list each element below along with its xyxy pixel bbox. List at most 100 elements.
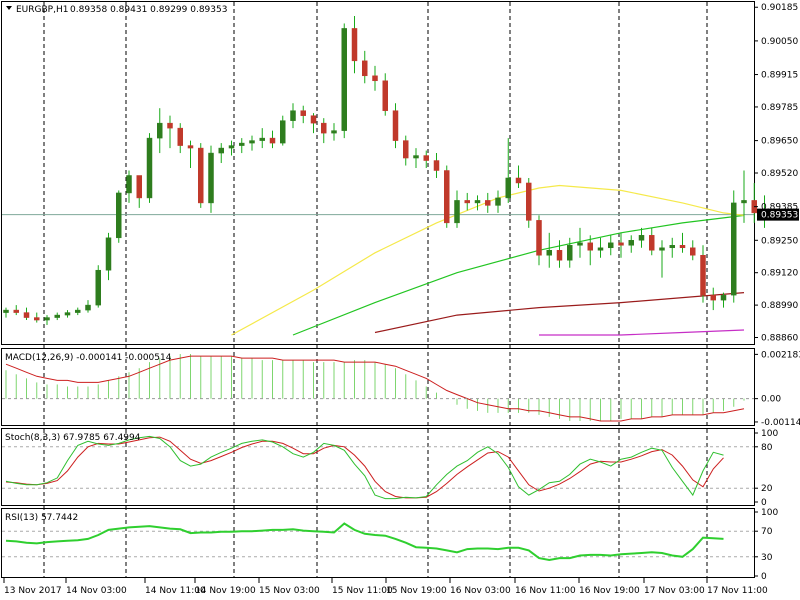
candle-up: [659, 247, 665, 251]
candle-up: [116, 192, 122, 239]
price-panel-frame: [1, 1, 755, 345]
candle-down: [556, 250, 563, 261]
price-title: EURGBP,H1 0.89358 0.89431 0.89299 0.8935…: [6, 5, 227, 15]
time-tick-label: 14 Nov 03:00: [66, 586, 127, 596]
candle-up: [44, 317, 50, 321]
current-price-box: [757, 208, 799, 221]
candle-up: [341, 28, 347, 131]
candle-down: [372, 75, 378, 82]
candle-up: [146, 137, 153, 199]
candle-up: [720, 294, 727, 301]
macd-title: MACD(12,26,9) -0.000141 -0.000514: [5, 353, 172, 363]
candle-down: [351, 28, 358, 62]
stoch-panel-frame: [1, 428, 755, 506]
price-tick-label: 0.90185: [761, 3, 798, 13]
stoch-panel: [2, 435, 754, 500]
price-tick-label: 0.89785: [761, 103, 798, 113]
macd-tick-label: 0.002183: [761, 350, 800, 360]
candle-down: [136, 175, 142, 199]
stoch-main-line: [5, 435, 724, 500]
price-tick-label: 0.89120: [761, 269, 798, 279]
candle-up: [741, 200, 747, 204]
time-tick-label: 16 Nov 03:00: [450, 586, 511, 596]
osc-tick-label: 80: [761, 443, 773, 453]
candle-down: [382, 80, 388, 111]
candle-up: [208, 152, 214, 204]
candle-down: [536, 220, 542, 256]
macd-panel: [2, 354, 754, 422]
candle-up: [54, 314, 60, 318]
macd-tick-label: -0.001149: [761, 418, 800, 428]
osc-tick-label: 0: [761, 572, 767, 582]
stoch-title: Stoch(8,3,3) 67.9785 67.4994: [5, 433, 141, 443]
candle-down: [485, 200, 491, 206]
osc-tick-label: 20: [761, 484, 773, 494]
candle-up: [3, 309, 9, 313]
candle-down: [649, 235, 655, 251]
ma-magenta-line: [539, 329, 745, 336]
candle-up: [249, 140, 255, 144]
macd-signal-line: [5, 355, 745, 422]
candle-up: [331, 130, 337, 134]
rsi-title: RSI(13) 57.7442: [5, 513, 78, 523]
candle-down: [423, 155, 429, 161]
candle-up: [228, 145, 235, 149]
osc-tick-label: 30: [761, 553, 773, 563]
price-tick-label: 0.89915: [761, 71, 798, 81]
candle-down: [23, 312, 30, 318]
candle-up: [105, 237, 112, 271]
candle-up: [85, 304, 91, 311]
candle-up: [495, 197, 501, 206]
candle-down: [321, 122, 327, 134]
rsi-panel: [2, 522, 754, 562]
stoch-signal-line: [5, 436, 724, 499]
candle-up: [474, 200, 481, 204]
ma-darkred-line: [374, 292, 745, 334]
dropdown-triangle-icon[interactable]: [6, 6, 12, 10]
osc-tick-label: 100: [761, 429, 778, 439]
candle-down: [13, 309, 19, 313]
price-tick-label: 0.88990: [761, 301, 798, 311]
osc-tick-label: 70: [761, 527, 773, 537]
candle-up: [628, 240, 634, 246]
candle-down: [587, 242, 593, 251]
candle-up: [95, 269, 101, 306]
time-tick-label: 15 Nov 03:00: [259, 586, 320, 596]
price-tick-label: 0.88860: [761, 334, 798, 344]
candle-up: [290, 110, 296, 121]
time-tick-label: 16 Nov 11:00: [515, 586, 576, 596]
candle-down: [198, 147, 204, 204]
candle-down: [679, 245, 686, 249]
candle-up: [280, 120, 286, 144]
rsi-panel-frame: [1, 508, 755, 578]
candle-down: [444, 170, 450, 224]
candle-up: [259, 137, 265, 141]
candle-up: [454, 200, 460, 224]
time-tick-label: 16 Nov 19:00: [579, 586, 640, 596]
candle-up: [126, 175, 132, 194]
candle-up: [218, 147, 224, 154]
candle-up: [567, 245, 573, 261]
candle-down: [310, 115, 317, 124]
session-separators: [43, 2, 708, 577]
ohlc-label: 0.89358 0.89431 0.89299 0.89353: [70, 5, 227, 15]
candle-down: [300, 110, 306, 116]
candle-down: [403, 140, 409, 159]
candle-down: [392, 110, 399, 141]
candle-up: [413, 155, 419, 159]
candle-down: [187, 145, 194, 149]
candle-up: [597, 247, 604, 251]
time-tick-label: 15 Nov 19:00: [386, 586, 447, 596]
price-tick-label: 0.89250: [761, 236, 798, 246]
time-tick-label: 17 Nov 03:00: [644, 586, 705, 596]
price-tick-label: 0.89650: [761, 137, 798, 147]
candle-up: [239, 142, 245, 146]
current-price-value: 0.89353: [761, 211, 798, 221]
y-axes: 0.90185 0.90050 0.89915 0.89785 0.89650 0.895…: [754, 3, 800, 582]
osc-tick-label: 100: [761, 508, 778, 518]
candle-down: [618, 242, 624, 246]
candle-down: [433, 160, 440, 171]
symbol-label: EURGBP,H1: [16, 5, 68, 15]
candle-down: [710, 294, 716, 301]
